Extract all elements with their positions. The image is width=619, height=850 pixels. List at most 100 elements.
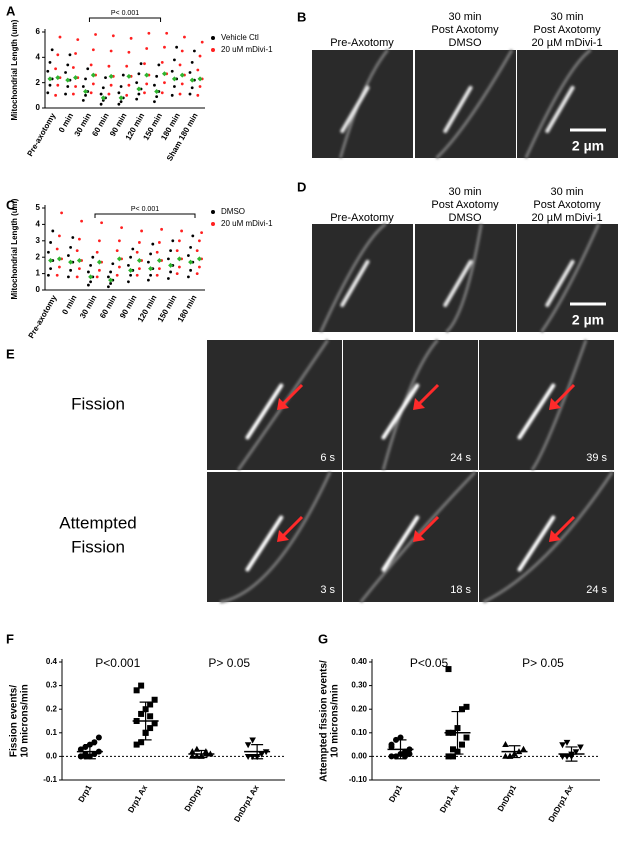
data-point xyxy=(82,743,89,750)
mean-marker xyxy=(168,262,174,268)
scale-bar-label: 2 µm xyxy=(572,312,604,328)
data-point xyxy=(111,34,115,38)
panel-header: Post Axotomy xyxy=(431,24,499,36)
arrowhead xyxy=(277,398,289,410)
p-value: P> 0.05 xyxy=(522,656,564,670)
mean-marker xyxy=(116,256,122,262)
data-point xyxy=(104,76,107,79)
data-point xyxy=(196,93,200,97)
data-point xyxy=(49,241,52,244)
data-point xyxy=(195,249,199,253)
data-point xyxy=(109,270,112,274)
micrograph xyxy=(415,224,516,332)
y-tick-label: 2 xyxy=(36,252,41,261)
data-point xyxy=(89,264,92,267)
data-point xyxy=(170,93,174,97)
data-point xyxy=(51,229,55,233)
panel-header: 30 min xyxy=(550,186,583,198)
data-point xyxy=(55,273,59,277)
mean-marker xyxy=(126,73,132,79)
significance-bracket xyxy=(88,17,162,22)
data-point xyxy=(459,741,465,748)
data-point xyxy=(244,742,252,749)
timestamp: 3 s xyxy=(320,584,335,596)
data-point xyxy=(101,99,105,102)
panel-header: 30 min xyxy=(448,11,481,23)
data-point xyxy=(463,734,470,741)
x-tick-label: 180 min xyxy=(176,293,199,323)
data-point xyxy=(126,280,130,284)
data-point xyxy=(117,102,121,106)
mitochondrion xyxy=(517,515,556,572)
data-point xyxy=(121,73,125,77)
y-tick-label: 0.1 xyxy=(46,728,58,737)
x-tick-label: 90 min xyxy=(118,293,139,320)
data-point xyxy=(502,741,509,747)
x-tick-label: 0 min xyxy=(60,293,78,316)
significance-label: P< 0.001 xyxy=(131,206,159,213)
mitochondrion xyxy=(443,259,473,307)
data-point xyxy=(107,275,110,279)
legend-swatch xyxy=(211,210,215,214)
y-tick-label: 0.3 xyxy=(46,681,58,690)
row-title: Attempted xyxy=(59,513,137,532)
mitochondrion xyxy=(381,383,420,440)
significance-bracket xyxy=(94,213,196,218)
data-point xyxy=(158,241,161,244)
data-point xyxy=(196,68,200,72)
y-axis-label: Mitochondrial Length (um) xyxy=(10,198,19,299)
micrograph-structures xyxy=(517,339,588,471)
data-point xyxy=(249,737,256,744)
data-point xyxy=(47,273,50,277)
y-tick-label: 0 xyxy=(36,103,41,112)
data-point xyxy=(107,64,111,68)
data-point xyxy=(78,237,81,241)
data-point xyxy=(109,282,112,285)
data-point xyxy=(133,741,140,748)
data-point xyxy=(87,270,90,274)
data-point xyxy=(189,748,196,755)
data-point xyxy=(502,752,509,759)
data-point xyxy=(178,265,181,269)
y-tick-label: 0.20 xyxy=(351,704,367,713)
data-point xyxy=(167,277,170,280)
data-point xyxy=(198,54,202,58)
mean-marker xyxy=(128,267,134,273)
y-tick-label: 1 xyxy=(36,269,41,278)
data-point xyxy=(157,63,161,67)
data-point xyxy=(406,751,413,758)
data-point xyxy=(131,247,135,251)
arrowhead xyxy=(277,530,289,542)
filament xyxy=(381,339,439,471)
data-point xyxy=(84,77,87,81)
mean-marker xyxy=(176,256,182,262)
data-point xyxy=(111,262,115,266)
mean-marker xyxy=(196,256,202,262)
micrograph-structures xyxy=(319,222,387,333)
panel-letter: F xyxy=(6,631,14,646)
filament xyxy=(445,223,483,334)
mean-marker xyxy=(148,266,154,272)
data-point xyxy=(126,264,130,267)
panel-header: DMSO xyxy=(449,37,482,49)
data-point xyxy=(137,92,141,96)
micrograph-structures xyxy=(435,49,514,160)
data-point xyxy=(119,85,123,88)
y-tick-label: 3 xyxy=(36,236,41,245)
panel-header: Pre-Axotomy xyxy=(330,212,394,224)
data-point xyxy=(155,95,159,98)
data-point xyxy=(101,86,105,90)
panel-letter: E xyxy=(6,346,15,361)
panel-letter: D xyxy=(297,179,306,194)
data-point xyxy=(56,83,60,87)
data-point xyxy=(77,746,84,753)
filament xyxy=(236,339,329,471)
data-point xyxy=(66,63,70,67)
data-point xyxy=(80,219,83,223)
data-point xyxy=(127,83,131,87)
arrow xyxy=(552,383,576,407)
data-point xyxy=(46,69,50,73)
y-tick-label: 0.00 xyxy=(351,752,367,761)
legend-label: DMSO xyxy=(221,207,245,216)
mean-marker xyxy=(55,75,61,81)
